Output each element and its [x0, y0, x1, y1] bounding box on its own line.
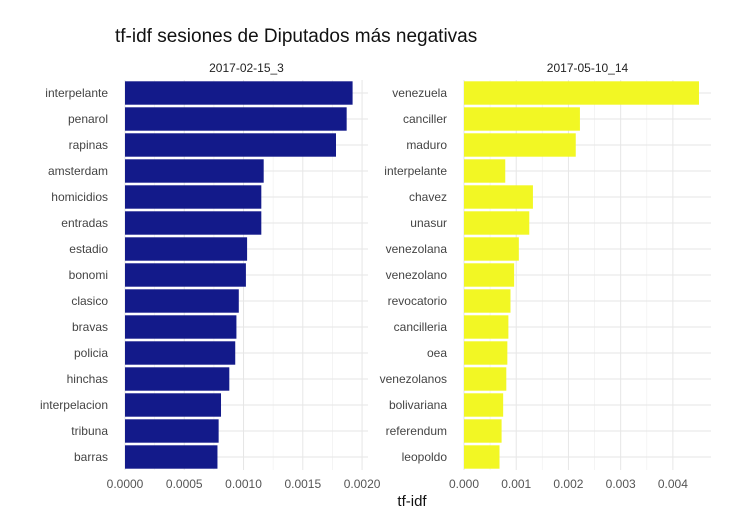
x-axis-label: tf-idf	[397, 493, 427, 510]
bar-amsterdam	[125, 159, 264, 183]
category-label: cancilleria	[394, 320, 448, 334]
category-label: bolivariana	[389, 398, 447, 412]
bar-penarol	[125, 107, 347, 131]
bar-hinchas	[125, 367, 230, 391]
bar-oea	[464, 341, 508, 365]
bar-unasur	[464, 211, 530, 235]
category-label: venezolanos	[380, 372, 447, 386]
bar-estadio	[125, 237, 248, 261]
bar-leopoldo	[464, 445, 500, 469]
category-label: bonomi	[69, 268, 108, 282]
bar-referendum	[464, 419, 502, 443]
bar-venezolano	[464, 263, 515, 287]
category-label: clasico	[71, 294, 108, 308]
bar-venezuela	[464, 81, 699, 105]
category-label: maduro	[406, 138, 447, 152]
category-label: hinchas	[67, 372, 108, 386]
bar-interpelacion	[125, 393, 222, 417]
bar-policia	[125, 341, 236, 365]
panel-0: 0.0000 0.0005 0.0010 0.0015 0.0020 interpelan…	[40, 61, 381, 491]
category-label: entradas	[61, 216, 108, 230]
x-tick-label: 0.0010	[225, 477, 262, 491]
bar-barras	[125, 445, 218, 469]
bar-interpelante	[464, 159, 506, 183]
bar-cancilleria	[464, 315, 509, 339]
bar-chavez	[464, 185, 533, 209]
category-label: estadio	[69, 242, 108, 256]
category-label: venezolano	[386, 268, 448, 282]
category-label: rapinas	[69, 138, 108, 152]
x-tick-label: 0.002	[553, 477, 583, 491]
bar-revocatorio	[464, 289, 511, 313]
category-label: referendum	[386, 424, 447, 438]
category-label: canciller	[403, 112, 447, 126]
category-label: venezuela	[392, 86, 447, 100]
category-label: revocatorio	[388, 294, 448, 308]
bar-clasico	[125, 289, 239, 313]
category-label: penarol	[68, 112, 108, 126]
x-tick-label: 0.003	[606, 477, 636, 491]
category-label: homicidios	[51, 190, 108, 204]
category-label: unasur	[410, 216, 447, 230]
category-label: interpelacion	[40, 398, 108, 412]
bar-bonomi	[125, 263, 246, 287]
x-tick-label: 0.0005	[166, 477, 203, 491]
bar-tribuna	[125, 419, 219, 443]
category-label: amsterdam	[48, 164, 108, 178]
category-label: tribuna	[71, 424, 108, 438]
chart-panels: 0.0000 0.0005 0.0010 0.0015 0.0020 interpelan…	[40, 61, 711, 491]
category-label: barras	[74, 450, 108, 464]
bar-interpelante	[125, 81, 353, 105]
category-label: leopoldo	[402, 450, 448, 464]
panel-title: 2017-05-10_14	[547, 61, 629, 75]
category-label: venezolana	[386, 242, 448, 256]
bar-canciller	[464, 107, 580, 131]
panel-1: 0.000 0.001 0.002 0.003 0.004 venezuela cancil…	[380, 61, 711, 491]
category-label: interpelante	[45, 86, 108, 100]
bar-rapinas	[125, 133, 336, 157]
bar-homicidios	[125, 185, 262, 209]
category-label: interpelante	[384, 164, 447, 178]
x-tick-label: 0.0020	[344, 477, 381, 491]
x-tick-label: 0.001	[501, 477, 531, 491]
bar-bravas	[125, 315, 237, 339]
bar-entradas	[125, 211, 262, 235]
x-tick-label: 0.000	[449, 477, 479, 491]
category-label: policia	[74, 346, 108, 360]
category-label: oea	[427, 346, 447, 360]
x-tick-label: 0.0000	[107, 477, 144, 491]
category-label: chavez	[409, 190, 447, 204]
bar-maduro	[464, 133, 576, 157]
bar-venezolanos	[464, 367, 507, 391]
panel-title: 2017-02-15_3	[209, 61, 284, 75]
chart-title: tf-idf sesiones de Diputados más negativ…	[115, 26, 477, 47]
x-tick-label: 0.0015	[284, 477, 321, 491]
bar-venezolana	[464, 237, 519, 261]
bar-bolivariana	[464, 393, 504, 417]
category-label: bravas	[72, 320, 108, 334]
x-tick-label: 0.004	[658, 477, 688, 491]
